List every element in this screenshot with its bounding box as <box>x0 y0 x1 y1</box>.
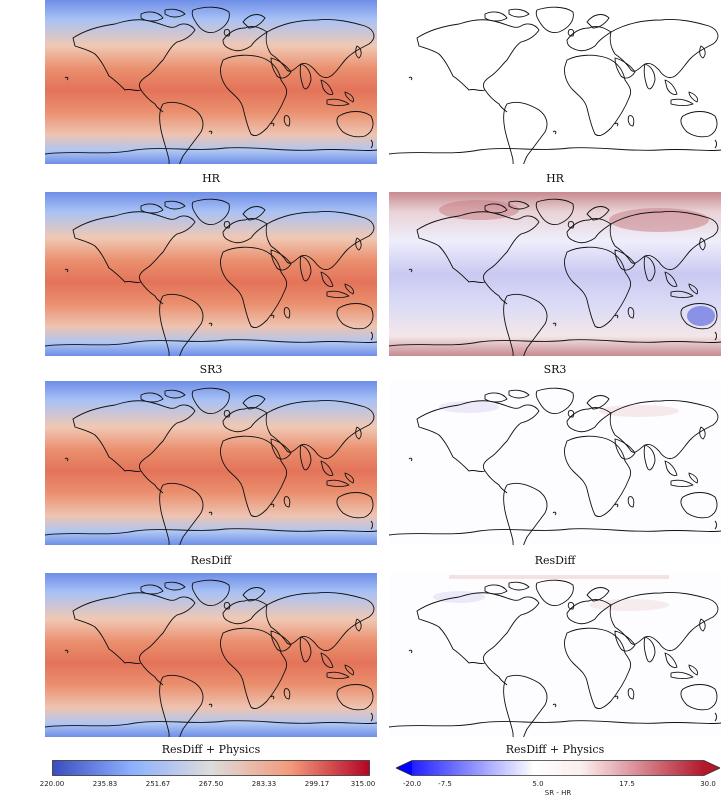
colorbar-right-tick: 30.0 <box>700 780 716 788</box>
colorbar-right-tick: 5.0 <box>532 780 544 788</box>
colorbar-left-tick: 315.00 <box>350 780 376 788</box>
map-right-resdiff <box>389 381 721 545</box>
map-right-resdiff-physics <box>389 573 721 737</box>
map-left-resdiff-physics <box>45 573 377 737</box>
colorbar-right-label: SR - HR <box>544 789 572 797</box>
caption-right-hr: HR <box>546 172 564 185</box>
map-left-hr <box>45 0 377 164</box>
colorbar-right-tick: -20.0 <box>402 780 422 788</box>
colorbar-left-tick: 251.67 <box>145 780 171 788</box>
caption-left-sr3: SR3 <box>199 363 223 376</box>
colorbar-left-tick: 267.50 <box>198 780 224 788</box>
map-left-resdiff <box>45 381 377 545</box>
map-left-sr3 <box>45 192 377 356</box>
map-right-hr <box>389 0 721 164</box>
colorbar-right-tick: 17.5 <box>619 780 635 788</box>
caption-right-resdiff-physics: ResDiff + Physics <box>505 743 605 756</box>
caption-right-resdiff: ResDiff <box>534 554 576 567</box>
colorbar-left-tick: 220.00 <box>39 780 65 788</box>
caption-right-sr3: SR3 <box>543 363 567 376</box>
colorbar-left-tick: 283.33 <box>251 780 277 788</box>
map-right-sr3 <box>389 192 721 356</box>
caption-left-resdiff-physics: ResDiff + Physics <box>161 743 261 756</box>
caption-left-hr: HR <box>202 172 220 185</box>
colorbar-right-tick: -7.5 <box>438 780 452 788</box>
caption-left-resdiff: ResDiff <box>190 554 232 567</box>
colorbar-right <box>395 760 721 776</box>
colorbar-left <box>52 760 370 776</box>
colorbar-left-tick: 235.83 <box>92 780 118 788</box>
colorbar-left-tick: 299.17 <box>304 780 330 788</box>
